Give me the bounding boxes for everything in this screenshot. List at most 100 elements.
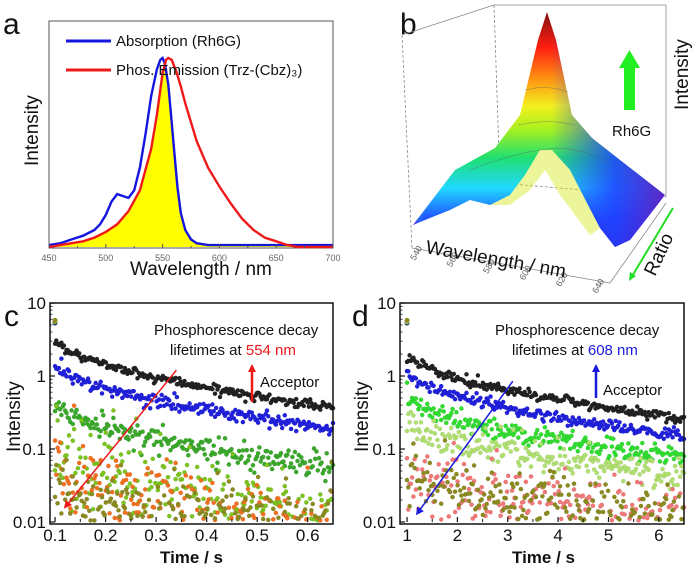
- data-point: [532, 438, 538, 444]
- data-point: [669, 446, 674, 451]
- data-point: [230, 451, 236, 457]
- data-point: [81, 500, 87, 506]
- data-point: [484, 387, 490, 392]
- data-point: [553, 460, 559, 466]
- data-point: [599, 489, 605, 495]
- data-point: [135, 423, 140, 428]
- data-point: [513, 406, 519, 411]
- data-point: [650, 512, 655, 517]
- data-point: [480, 432, 486, 437]
- plot-frame-d: [399, 302, 685, 525]
- data-point: [538, 441, 544, 447]
- data-point: [93, 416, 99, 422]
- axis-ticks-d: 1 2 3 4 5 6 0.01 0.1 1 10: [363, 294, 664, 545]
- data-point: [486, 495, 492, 500]
- data-point: [80, 470, 86, 475]
- data-point: [429, 514, 435, 520]
- data-point: [149, 513, 154, 519]
- data-point: [646, 503, 651, 509]
- data-point: [446, 514, 452, 519]
- data-point: [114, 491, 120, 496]
- data-point: [183, 473, 189, 478]
- data-point: [245, 507, 251, 513]
- annotation-line1-c: Phosphorescence decay: [154, 322, 319, 339]
- data-point: [122, 426, 128, 432]
- data-point: [672, 463, 678, 469]
- data-point: [170, 506, 176, 512]
- data-point: [550, 474, 555, 480]
- data-point: [658, 479, 664, 484]
- data-point: [249, 499, 255, 504]
- data-point: [126, 437, 132, 442]
- x-tick-label: 700: [325, 253, 340, 263]
- data-point: [293, 503, 299, 509]
- data-point: [288, 461, 294, 466]
- data-point: [466, 498, 472, 504]
- data-point: [100, 470, 106, 476]
- data-point: [264, 462, 270, 468]
- data-point: [187, 444, 192, 450]
- rh6g-label: Rh6G: [612, 123, 651, 140]
- data-point: [211, 408, 217, 414]
- data-point: [90, 506, 96, 512]
- data-point: [216, 502, 222, 508]
- data-point: [613, 452, 619, 458]
- data-point: [427, 478, 433, 483]
- data-point: [187, 494, 192, 500]
- data-point: [305, 465, 310, 471]
- data-point: [412, 465, 417, 471]
- data-point: [490, 493, 496, 499]
- data-point: [268, 487, 274, 493]
- data-point: [422, 438, 428, 444]
- data-point: [136, 491, 142, 496]
- data-point: [424, 426, 430, 432]
- data-point: [90, 484, 96, 489]
- data-point: [595, 441, 601, 447]
- x-tick-label: 0.6: [296, 526, 320, 545]
- data-point: [478, 450, 483, 456]
- data-point: [137, 498, 143, 503]
- data-point: [467, 475, 473, 481]
- data-point: [168, 447, 173, 453]
- data-point: [500, 507, 506, 513]
- data-point: [216, 435, 222, 440]
- data-point: [314, 449, 319, 454]
- data-point: [609, 517, 615, 523]
- data-point: [461, 425, 467, 431]
- data-point: [328, 488, 333, 493]
- data-point: [547, 411, 553, 417]
- data-point: [326, 469, 332, 475]
- data-point: [169, 497, 175, 502]
- data-point: [438, 501, 444, 507]
- data-point: [620, 498, 626, 504]
- data-point: [644, 417, 650, 422]
- y-tick-label: 0.1: [372, 440, 396, 459]
- data-point: [670, 434, 675, 440]
- data-point: [282, 397, 288, 403]
- data-point: [503, 423, 509, 429]
- data-point: [411, 494, 416, 499]
- data-point: [404, 428, 410, 434]
- data-point: [160, 422, 166, 428]
- data-point: [71, 403, 77, 409]
- data-point: [245, 482, 251, 488]
- data-point: [488, 418, 493, 424]
- data-point: [650, 458, 655, 464]
- data-point: [545, 429, 550, 435]
- panel-label-c: c: [4, 300, 19, 333]
- data-point: [527, 389, 533, 395]
- data-point: [679, 463, 684, 469]
- data-point: [145, 465, 151, 471]
- data-point: [442, 438, 448, 443]
- 3d-box-frame: [401, 4, 667, 284]
- data-point: [451, 440, 457, 446]
- data-point: [637, 514, 643, 520]
- data-point: [644, 430, 650, 436]
- data-point: [302, 507, 308, 512]
- data-point: [438, 417, 444, 423]
- overlap-fill-area: [49, 64, 333, 247]
- data-point: [156, 472, 162, 478]
- z-axis-title-b: Intensity: [672, 39, 693, 110]
